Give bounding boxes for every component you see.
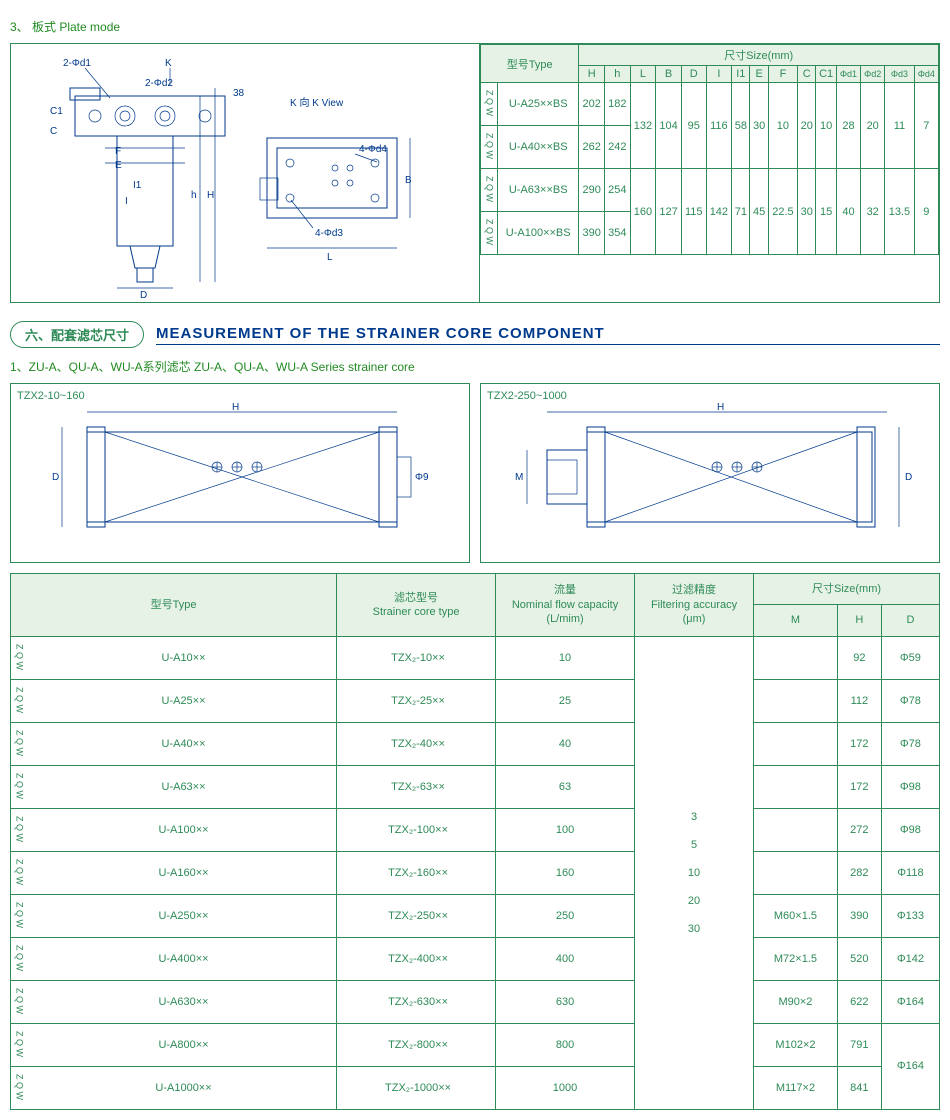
svg-text:I: I (125, 196, 128, 207)
svg-text:H: H (232, 402, 239, 413)
section6-title: MEASUREMENT OF THE STRAINER CORE COMPONE… (156, 325, 940, 345)
svg-text:38: 38 (233, 88, 245, 99)
svg-text:B: B (405, 175, 412, 186)
svg-text:M: M (515, 472, 523, 483)
size-table: 型号Type 尺寸Size(mm) Hh LB DI I1E FC C1Φd1 … (480, 44, 939, 255)
strainer-diagram-2: TZX2-250~1000 H M D (480, 383, 940, 563)
section6-header: 六、配套滤芯尺寸 MEASUREMENT OF THE STRAINER COR… (10, 321, 940, 348)
svg-text:E: E (115, 160, 122, 171)
svg-text:L: L (327, 252, 333, 263)
plate-mode-diagram: 2-Φd1 K 2-Φd2 38 C1 C F E I1 I h (11, 44, 480, 302)
section3-container: 2-Φd1 K 2-Φd2 38 C1 C F E I1 I h (10, 43, 940, 303)
strainer1-svg: H Φ9 D (17, 402, 457, 552)
plate-diagram-svg: 2-Φd1 K 2-Φd2 38 C1 C F E I1 I h (15, 48, 465, 298)
svg-text:D: D (140, 290, 147, 298)
strainer-diagram-1: TZX2-10~160 H Φ9 D (10, 383, 470, 563)
strainer-table: 型号Type 滤芯型号 Strainer core type 流量 Nomina… (10, 573, 940, 1110)
svg-text:K 向 K View: K 向 K View (290, 96, 344, 109)
svg-text:h: h (191, 190, 197, 201)
section6-badge: 六、配套滤芯尺寸 (10, 321, 144, 348)
svg-text:K: K (165, 58, 172, 69)
svg-text:2-Φd1: 2-Φd1 (63, 58, 91, 69)
svg-text:D: D (905, 472, 912, 483)
svg-text:4-Φd4: 4-Φd4 (359, 144, 387, 155)
svg-text:4-Φd3: 4-Φd3 (315, 228, 343, 239)
svg-text:F: F (115, 146, 121, 157)
svg-text:H: H (717, 402, 724, 413)
section6-sub1: 1、ZU-A、QU-A、WU-A系列滤芯 ZU-A、QU-A、WU-A Seri… (10, 358, 940, 375)
svg-text:H: H (207, 190, 214, 201)
svg-text:C1: C1 (50, 106, 63, 117)
svg-text:2-Φd2: 2-Φd2 (145, 78, 173, 89)
strainer2-svg: H M D (487, 402, 927, 552)
svg-text:Φ9: Φ9 (415, 472, 429, 483)
section3-heading: 3、 板式 Plate mode (10, 18, 940, 35)
svg-text:I1: I1 (133, 180, 142, 191)
svg-text:C: C (50, 126, 57, 137)
strainer-diagrams: TZX2-10~160 H Φ9 D TZX2-250~1000 H (10, 383, 940, 563)
svg-text:D: D (52, 472, 59, 483)
